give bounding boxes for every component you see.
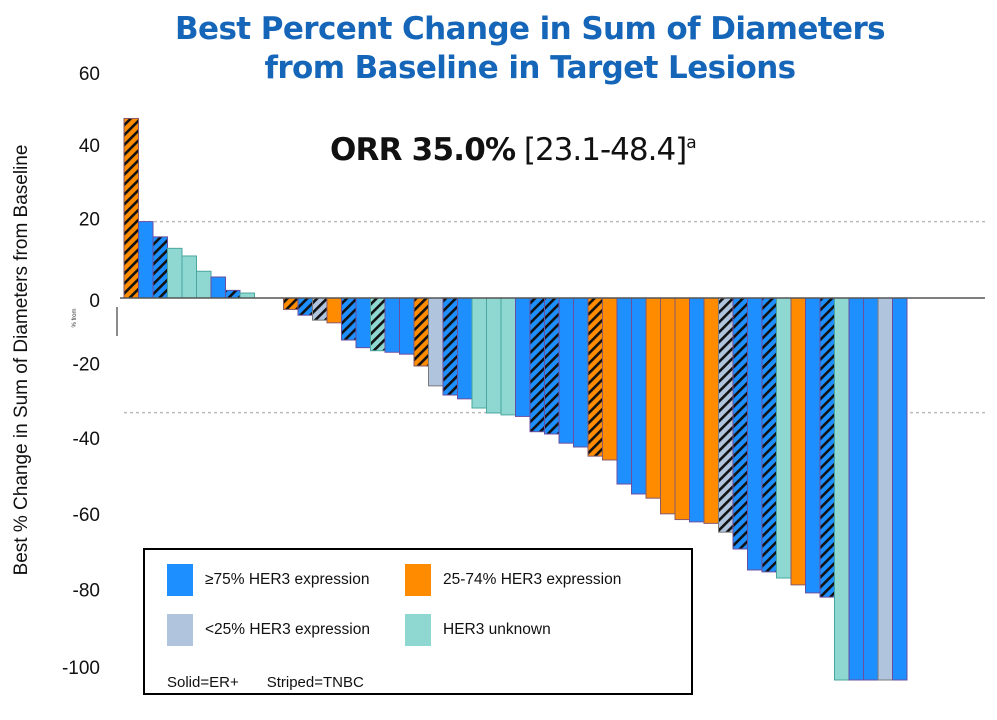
legend-item-low: <25% HER3 expression <box>167 614 370 646</box>
y-ticks: 60 40 20 0 -20 -40 -60 -80 -100 <box>62 64 100 679</box>
bar-6 <box>196 270 212 299</box>
bar-20 <box>399 297 415 355</box>
bar-33 <box>587 297 603 457</box>
legend-label-low: <25% HER3 expression <box>205 621 370 638</box>
bar-38 <box>660 297 676 515</box>
orr-confidence-interval: [23.1-48.4] <box>523 132 687 168</box>
bar-22 <box>428 297 444 387</box>
y-tick-label: 20 <box>79 210 100 231</box>
bar-48 <box>805 297 821 594</box>
bar-32 <box>573 297 589 448</box>
chart-title-line-1: Best Percent Change in Sum of Diameters <box>175 11 886 47</box>
y-tick-label: -100 <box>62 658 100 679</box>
legend-pattern-note: Solid=ER+ Striped=TNBC <box>167 674 364 691</box>
bar-16 <box>341 297 357 341</box>
bar-51 <box>848 297 864 681</box>
orr-value: ORR 35.0% <box>330 132 516 168</box>
legend-swatch-mid <box>405 564 431 596</box>
bar-27 <box>500 297 516 416</box>
bar-44 <box>747 297 763 571</box>
bar-26 <box>486 297 502 414</box>
axes <box>116 297 985 336</box>
bar-15 <box>326 297 342 324</box>
orr-footnote-marker: a <box>686 133 697 153</box>
bar-42 <box>718 297 734 533</box>
y-tick-label: -80 <box>73 581 100 602</box>
bar-29 <box>529 297 545 433</box>
legend-note-solid: Solid=ER+ <box>167 674 239 691</box>
y-tick-label: -20 <box>73 354 100 375</box>
bar-43 <box>732 297 748 550</box>
bar-4 <box>167 247 183 299</box>
y-tick-label: 60 <box>79 64 100 85</box>
y-tick-label: 40 <box>79 136 100 157</box>
bar-49 <box>819 297 835 598</box>
legend-swatch-high <box>167 564 193 596</box>
bar-50 <box>834 297 850 681</box>
bar-54 <box>892 297 908 681</box>
bar-5 <box>181 255 197 299</box>
bar-36 <box>631 297 647 495</box>
bar-34 <box>602 297 618 461</box>
legend-swatch-low <box>167 614 193 646</box>
bars <box>123 117 908 681</box>
bar-31 <box>558 297 574 444</box>
bar-40 <box>689 297 705 523</box>
bar-7 <box>210 276 226 299</box>
orr-annotation: ORR 35.0% [23.1-48.4]a <box>330 132 697 168</box>
bar-21 <box>413 297 429 367</box>
y-tick-label: -40 <box>73 429 100 450</box>
bar-14 <box>312 297 328 321</box>
legend-label-high: ≥75% HER3 expression <box>205 571 370 588</box>
bar-52 <box>863 297 879 681</box>
bar-35 <box>616 297 632 485</box>
legend: ≥75% HER3 expression 25-74% HER3 express… <box>143 548 693 695</box>
y-tick-label: 0 <box>89 291 100 312</box>
legend-item-high: ≥75% HER3 expression <box>167 564 369 596</box>
bar-17 <box>355 297 371 349</box>
legend-item-unknown: HER3 unknown <box>405 614 551 646</box>
legend-label-mid: 25-74% HER3 expression <box>443 571 622 588</box>
bar-30 <box>544 297 560 435</box>
bar-45 <box>761 297 777 573</box>
bar-28 <box>515 297 531 417</box>
bar-2 <box>138 221 154 299</box>
y-tick-label: -60 <box>73 505 100 526</box>
bar-47 <box>790 297 806 586</box>
bar-8 <box>225 289 241 299</box>
bar-46 <box>776 297 792 579</box>
bar-25 <box>471 297 487 409</box>
bar-53 <box>877 297 893 681</box>
bar-24 <box>457 297 473 400</box>
chart-title-line-2: from Baseline in Target Lesions <box>264 50 796 86</box>
bar-37 <box>645 297 661 499</box>
bar-23 <box>442 297 458 396</box>
legend-swatch-unknown <box>405 614 431 646</box>
chart-title: Best Percent Change in Sum of Diameters … <box>0 10 997 88</box>
bar-41 <box>703 297 719 524</box>
bar-3 <box>152 236 168 299</box>
bar-12 <box>283 297 299 310</box>
bar-39 <box>674 297 690 521</box>
bar-13 <box>297 297 313 316</box>
legend-item-mid: 25-74% HER3 expression <box>405 564 621 596</box>
bar-1 <box>123 117 139 299</box>
legend-label-unknown: HER3 unknown <box>443 621 551 638</box>
legend-note-striped: Striped=TNBC <box>266 674 364 691</box>
bar-19 <box>384 297 400 353</box>
bar-18 <box>370 297 386 352</box>
